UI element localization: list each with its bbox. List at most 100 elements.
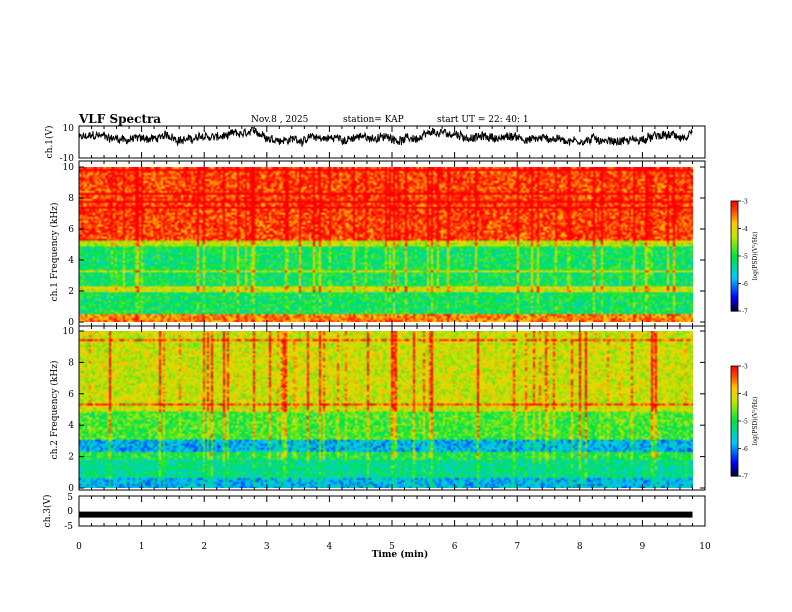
colorbar-swatch <box>731 422 738 426</box>
ch1-ytick-bottom: -10 <box>60 154 75 164</box>
colorbar-swatch <box>731 408 738 411</box>
colorbar-label: log(PSD)(V²/Hz) <box>752 232 759 281</box>
colorbar-swatch <box>731 290 738 294</box>
time-tick-label: 9 <box>640 542 646 552</box>
time-tick-label: 1 <box>139 542 145 552</box>
colorbar-tick-label: -7 <box>742 474 748 481</box>
colorbar-swatch <box>731 393 738 396</box>
colorbar-swatch <box>731 380 738 384</box>
colorbar-swatch <box>731 443 738 446</box>
colorbar-swatch <box>731 283 738 286</box>
colorbar-swatch <box>731 272 738 275</box>
colorbar-swatch <box>731 294 738 297</box>
colorbar-swatch <box>731 367 738 371</box>
ch1-freq-ylabel: ch.1 Frequency (kHz) <box>49 203 60 302</box>
colorbar-swatch <box>731 208 738 211</box>
colorbar-swatch <box>731 371 738 374</box>
colorbar-swatch <box>731 454 738 457</box>
colorbar-swatch <box>731 232 738 235</box>
time-tick-label: 3 <box>264 542 270 552</box>
freq-tick-label: 2 <box>68 287 74 297</box>
freq-tick-label: 4 <box>68 256 74 266</box>
freq-tick-label: 4 <box>68 421 74 431</box>
colorbar-swatch <box>731 399 738 402</box>
colorbar-label: log(PSD)(V²/Hz) <box>752 397 759 446</box>
colorbar-swatch <box>731 435 738 439</box>
colorbar-swatch <box>731 300 738 303</box>
ch1-ylabel: ch.1(V) <box>44 126 55 159</box>
colorbar-swatch <box>731 219 738 222</box>
colorbar-swatch <box>731 204 738 208</box>
colorbar-tick-label: -3 <box>742 199 748 206</box>
colorbar-swatch <box>731 221 738 224</box>
colorbar-tick-label: -5 <box>742 254 748 261</box>
colorbar-swatch <box>731 246 738 250</box>
ch3-ytick-mid: 0 <box>67 507 73 517</box>
time-tick-label: 6 <box>452 542 458 552</box>
colorbar-swatch <box>731 298 738 301</box>
colorbar-swatch <box>731 279 738 283</box>
freq-tick-label: 8 <box>68 194 74 204</box>
colorbar-swatch <box>731 406 738 409</box>
colorbar-swatch <box>731 437 738 440</box>
colorbar-swatch <box>731 459 738 462</box>
colorbar-swatch <box>731 212 738 215</box>
freq-tick-label: 6 <box>68 390 74 400</box>
colorbar-swatch <box>731 470 738 473</box>
freq-tick-label: 10 <box>63 163 75 173</box>
colorbar-swatch <box>731 397 738 400</box>
station-label: station= KAP <box>343 115 404 125</box>
colorbar-swatch <box>731 457 738 461</box>
colorbar-swatch <box>731 369 738 373</box>
colorbar-swatch <box>731 389 738 393</box>
colorbar-tick-label: -4 <box>742 391 748 398</box>
colorbar-swatch <box>731 450 738 453</box>
ch1-waveform-panel: 10 -10 ch.1(V) <box>44 124 706 164</box>
colorbar-swatch <box>731 309 738 312</box>
freq-tick-label: 2 <box>68 453 74 463</box>
ch1-freq-ticks: 10 8 6 4 2 0 <box>63 163 705 328</box>
colorbar-swatch <box>731 465 738 468</box>
colorbar-swatch <box>731 223 738 226</box>
colorbar-swatch <box>731 285 738 288</box>
time-tick-label: 0 <box>76 542 82 552</box>
colorbar-swatch <box>731 241 738 244</box>
colorbar-swatch <box>731 261 738 264</box>
colorbar-swatch <box>731 377 738 380</box>
chart-title: VLF Spectra <box>78 112 161 126</box>
colorbar-swatch <box>731 386 738 389</box>
time-tick-label: 7 <box>514 542 520 552</box>
colorbar-swatch <box>731 252 738 255</box>
colorbar-swatch <box>731 226 738 230</box>
colorbar-swatch <box>731 248 738 252</box>
colorbar-tick-label: -3 <box>742 364 748 371</box>
time-tick-label: 2 <box>201 542 207 552</box>
colorbar-swatch <box>731 400 738 404</box>
colorbar-swatch <box>731 245 738 248</box>
time-tick-label: 8 <box>577 542 583 552</box>
colorbar-swatch <box>731 472 738 475</box>
colorbar-swatch <box>731 263 738 266</box>
colorbar-swatch <box>731 243 738 246</box>
colorbar-swatch <box>731 201 738 204</box>
colorbar-swatch <box>731 270 738 274</box>
colorbar-swatch <box>731 391 738 395</box>
ch2-freq-ticks: 10 8 6 4 2 0 <box>63 327 705 494</box>
colorbar-swatch <box>731 259 738 263</box>
colorbar-swatch <box>731 468 738 472</box>
ch2-freq-ylabel: ch.2 Frequency (kHz) <box>49 361 60 460</box>
colorbar-swatch <box>731 430 738 433</box>
ch1-colorbar: -3 -4 -5 -6 -7 log(PSD)(V²/Hz) <box>730 199 759 316</box>
colorbar-swatch <box>731 448 738 451</box>
ch1-waveform-trace <box>78 127 693 147</box>
ch1-spectrogram-panel: 10 8 6 4 2 0 ch.1 Frequency (kHz) <box>49 160 706 328</box>
colorbar-swatch <box>731 230 738 233</box>
date-label: Nov.8 , 2025 <box>251 115 309 125</box>
colorbar-swatch <box>731 217 738 220</box>
time-axis-label: Time (min) <box>372 549 429 560</box>
colorbar-swatch <box>731 432 738 435</box>
time-tick-label: 4 <box>327 542 333 552</box>
freq-tick-label: 6 <box>68 225 74 235</box>
colorbar-swatch <box>731 202 738 206</box>
